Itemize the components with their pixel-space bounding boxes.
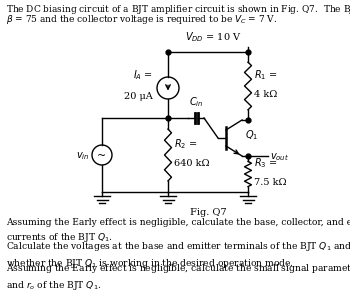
Text: 7.5 kΩ: 7.5 kΩ [254,178,287,187]
Text: Assuming the Early effect is negligible, calculate the small signal parameters $: Assuming the Early effect is negligible,… [6,262,350,290]
Text: $R_3$ =: $R_3$ = [254,156,278,170]
Text: $I_A$ =: $I_A$ = [133,68,153,82]
Text: 4 kΩ: 4 kΩ [254,90,277,99]
Text: $R_2$ =: $R_2$ = [174,137,198,151]
Text: Assuming the Early effect is negligible, calculate the base, collector, and emit: Assuming the Early effect is negligible,… [6,218,350,244]
Text: $R_1$ =: $R_1$ = [254,68,278,82]
Text: 20 μA: 20 μA [124,92,153,101]
Text: $v_{in}$: $v_{in}$ [76,150,89,162]
Text: $V_{DD}$ = 10 V: $V_{DD}$ = 10 V [185,30,241,44]
Text: $\beta$ = 75 and the collector voltage is required to be $V_C$ = 7 V.: $\beta$ = 75 and the collector voltage i… [6,13,278,26]
Text: ~: ~ [97,151,107,161]
Text: Fig. Q7: Fig. Q7 [190,208,226,217]
Text: $Q_1$: $Q_1$ [245,128,258,142]
Text: 640 kΩ: 640 kΩ [174,159,210,168]
Text: $v_{out}$: $v_{out}$ [270,151,289,163]
Text: The DC biasing circuit of a BJT amplifier circuit is shown in Fig. Q7.  The BJT : The DC biasing circuit of a BJT amplifie… [6,3,350,16]
Text: Calculate the voltages at the base and emitter terminals of the BJT $Q_1$ and sh: Calculate the voltages at the base and e… [6,240,350,270]
Text: $C_{in}$: $C_{in}$ [189,95,203,109]
